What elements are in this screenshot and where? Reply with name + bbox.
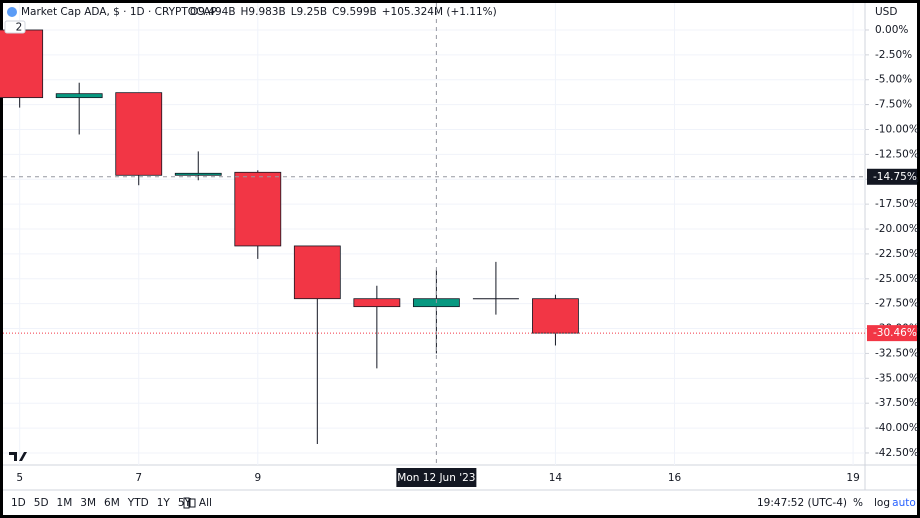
y-tick-label: -5.00% xyxy=(875,74,912,86)
clock: 19:47:52 (UTC-4) xyxy=(757,497,847,509)
plot xyxy=(0,3,865,465)
log-toggle[interactable]: log xyxy=(874,497,890,509)
timeframe-button[interactable]: 1D xyxy=(11,497,26,509)
y-tick-label: -40.00% xyxy=(875,422,919,434)
candle-body xyxy=(115,92,163,176)
y-tick-label: -27.50% xyxy=(875,298,919,310)
y-axis-label: USD xyxy=(875,6,897,18)
ohlc-value: L9.25B xyxy=(291,6,327,18)
timeframe-button[interactable]: 5D xyxy=(34,497,49,509)
y-tick-label: -20.00% xyxy=(875,223,919,235)
y-tick-label: -7.50% xyxy=(875,99,912,111)
chart-title: Market Cap ADA, $ · 1D · CRYPTOCAP xyxy=(21,6,217,18)
y-tick-label: -12.50% xyxy=(875,148,919,160)
compare-icon[interactable] xyxy=(183,497,196,509)
candle-body xyxy=(55,93,103,99)
candle-body xyxy=(0,29,44,99)
x-tick-label: 9 xyxy=(254,472,261,484)
last-price-box xyxy=(867,325,917,342)
x-tick-label: 7 xyxy=(135,472,142,484)
timeframe-button[interactable]: 3M xyxy=(80,497,96,509)
candle-body xyxy=(353,298,401,308)
auto-toggle[interactable]: auto xyxy=(892,497,916,509)
candle-body xyxy=(174,172,222,176)
ohlc-value: O9.494B xyxy=(190,6,236,18)
candle-body xyxy=(532,298,579,334)
background xyxy=(3,3,917,515)
timeframe-button[interactable]: 1Y xyxy=(157,497,171,509)
x-tick-label: 14 xyxy=(549,472,563,484)
x-tick-label: 16 xyxy=(668,472,682,484)
x-tick-label: 19 xyxy=(846,472,859,484)
y-tick-label: -22.50% xyxy=(875,248,919,260)
crosshair-y-label: -14.75% xyxy=(873,171,917,183)
y-tick-label: -17.50% xyxy=(875,198,919,210)
y-tick-label: -35.00% xyxy=(875,372,919,384)
indicator-badge-box[interactable] xyxy=(4,20,26,34)
logo xyxy=(9,452,27,461)
candle-body xyxy=(234,171,282,247)
timeframe-button[interactable]: All xyxy=(199,497,212,509)
timeframe-button[interactable]: 5Y xyxy=(178,497,192,509)
y-tick-label: -32.50% xyxy=(875,347,919,359)
x-tick-label: 5 xyxy=(16,472,23,484)
y-tick-label: -37.50% xyxy=(875,397,919,409)
crosshair-x-box xyxy=(396,468,477,487)
ohlc-value: C9.599B xyxy=(332,6,377,18)
timeframe-button[interactable]: YTD xyxy=(127,497,149,509)
symbol-icon xyxy=(7,7,17,17)
y-tick-label: -2.50% xyxy=(875,49,912,61)
y-tick-label: 0.00% xyxy=(875,24,908,36)
ohlc-value: +105.324M (+1.11%) xyxy=(382,6,497,18)
candle-body xyxy=(293,245,341,300)
ohlc-value: H9.983B xyxy=(241,6,286,18)
indicator-badge[interactable]: 2 xyxy=(16,22,23,34)
timeframe-button[interactable]: 6M xyxy=(104,497,120,509)
y-tick-label: -10.00% xyxy=(875,123,919,135)
last-price-label: -30.46% xyxy=(873,327,917,339)
y-tick-label: -42.50% xyxy=(875,447,919,459)
crosshair-y-box xyxy=(867,168,917,185)
y-tick-label: -25.00% xyxy=(875,273,919,285)
percent-toggle[interactable]: % xyxy=(853,497,863,509)
crosshair-x-label: Mon 12 Jun '23 xyxy=(397,472,475,484)
timeframe-button[interactable]: 1M xyxy=(57,497,73,509)
